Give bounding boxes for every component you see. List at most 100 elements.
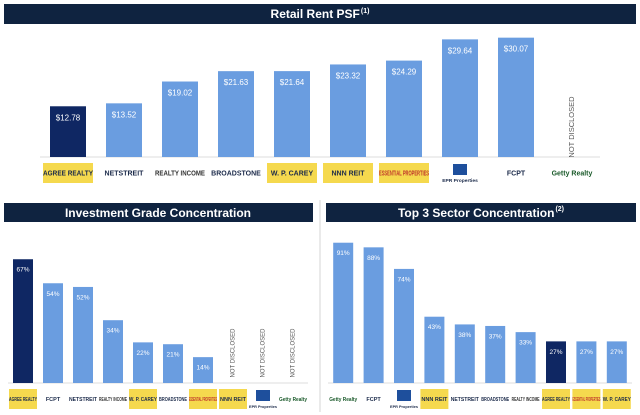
investment-grade-title: Investment Grade Concentration (64, 205, 252, 220)
epr-properties-logo: EPR Properties (249, 390, 277, 409)
data-label: $21.64 (280, 78, 305, 87)
data-label: 38% (458, 332, 471, 339)
bar (485, 325, 506, 383)
realty-income-logo-text: REALTY INCOME (512, 397, 540, 403)
bar (106, 103, 142, 157)
bar (218, 71, 254, 157)
getty-realty-logo-text: Getty Realty (279, 397, 308, 403)
realty-income-logo: REALTY INCOME (512, 397, 540, 403)
agree-realty-logo-text: AGREE REALTY (43, 170, 93, 177)
data-label: 34% (106, 328, 119, 335)
data-label: $12.78 (56, 113, 81, 122)
bar (606, 341, 627, 383)
data-label: 91% (337, 250, 350, 257)
netstreit-logo-text: NETSTREIT (451, 397, 480, 403)
getty-realty-logo: Getty Realty (552, 170, 593, 177)
not-disclosed-label: NOT DISCLOSED (291, 328, 297, 378)
realty-income-logo-text: REALTY INCOME (99, 397, 127, 403)
nnn-reit-logo: NNN REIT (420, 389, 449, 409)
agree-realty-logo-bg (9, 389, 37, 409)
agree-realty-logo: AGREE REALTY (9, 389, 37, 409)
realty-income-logo-text: REALTY INCOME (155, 170, 205, 177)
fcpt-logo-text: FCPT (46, 397, 61, 403)
nnn-reit-logo-text: NNN REIT (421, 397, 448, 403)
bar (73, 286, 93, 383)
broadstone-logo: BROADSTONE (159, 397, 187, 403)
epr-mark (397, 390, 411, 401)
essential-properties-logo-bg (572, 389, 601, 409)
wp-carey-logo-bg (602, 389, 631, 409)
chart-2: 67% AGREE REALTY 54% FCPT 52% NETSTREIT 34% REA… (8, 259, 308, 409)
agree-realty-logo-text: AGREE REALTY (9, 397, 37, 403)
broadstone-logo-text: BROADSTONE (481, 397, 509, 403)
data-label: 88% (367, 255, 380, 262)
netstreit-logo-text: NETSTREIT (69, 397, 98, 403)
data-label: 67% (16, 267, 29, 274)
retail-rent-header: Retail Rent PSF (1) (4, 4, 636, 24)
wp-carey-logo: W. P. CAREY (602, 389, 631, 409)
essential-properties-logo-bg (379, 163, 429, 183)
bar (394, 268, 414, 383)
nnn-reit-logo-bg (420, 389, 449, 409)
broadstone-logo-text: BROADSTONE (159, 397, 187, 403)
nnn-reit-logo: NNN REIT (323, 163, 373, 183)
data-label: $23.32 (336, 71, 361, 80)
bar (103, 320, 123, 383)
getty-realty-logo-text: Getty Realty (552, 170, 593, 177)
bar (363, 247, 384, 383)
nnn-reit-logo-text: NNN REIT (331, 170, 365, 177)
top3-sector-title: Top 3 Sector Concentration (397, 205, 555, 220)
getty-realty-logo-text: Getty Realty (329, 397, 358, 403)
netstreit-logo: NETSTREIT (105, 170, 145, 177)
broadstone-logo: BROADSTONE (211, 170, 261, 177)
bar (454, 324, 475, 383)
not-disclosed-label: NOT DISCLOSED (567, 96, 576, 158)
fcpt-logo: FCPT (366, 397, 381, 403)
broadstone-logo: BROADSTONE (481, 397, 509, 403)
bar (546, 341, 566, 383)
data-label: 43% (428, 324, 441, 331)
data-label: $21.63 (224, 78, 249, 87)
top3-sector-footnote: (2) (555, 206, 565, 213)
essential-properties-logo-text: ESSENTIAL PROPERTIES (379, 170, 429, 177)
agree-realty-logo: AGREE REALTY (542, 389, 570, 409)
essential-properties-logo-text: ESSENTIAL PROPERTIES (189, 397, 217, 403)
top3-sector-header: Top 3 Sector Concentration (2) (326, 203, 636, 222)
data-label: $24.29 (392, 68, 417, 77)
data-label: $19.02 (168, 89, 193, 98)
bar (162, 81, 198, 157)
agree-realty-logo-text: AGREE REALTY (542, 397, 570, 403)
bar (576, 341, 597, 383)
wp-carey-logo: W. P. CAREY (129, 389, 157, 409)
bar (43, 283, 63, 383)
data-label: 52% (76, 294, 89, 301)
epr-properties-logo-text: EPR Properties (390, 405, 418, 409)
not-disclosed-label: NOT DISCLOSED (261, 328, 267, 378)
bar (274, 71, 310, 157)
nnn-reit-logo-bg (219, 389, 247, 409)
fcpt-logo-text: FCPT (507, 170, 526, 177)
realty-income-logo: REALTY INCOME (99, 397, 127, 403)
bar (50, 106, 86, 157)
nnn-reit-logo-text: NNN REIT (220, 397, 247, 403)
bar (133, 342, 153, 383)
data-label: $29.64 (448, 46, 473, 55)
broadstone-logo-text: BROADSTONE (211, 170, 261, 177)
bar (13, 259, 33, 383)
retail-rent-title: Retail Rent PSF (270, 7, 360, 21)
essential-properties-logo-bg (189, 389, 217, 409)
data-label: 37% (489, 333, 502, 340)
wp-carey-logo-text: W. P. CAREY (271, 170, 314, 177)
wp-carey-logo-text: W. P. CAREY (603, 397, 631, 403)
essential-properties-logo: ESSENTIAL PROPERTIES (189, 389, 217, 409)
data-label: $13.52 (112, 110, 137, 119)
wp-carey-logo: W. P. CAREY (267, 163, 317, 183)
fcpt-logo: FCPT (507, 170, 526, 177)
netstreit-logo: NETSTREIT (69, 397, 98, 403)
bar (163, 344, 183, 383)
bar (193, 357, 213, 383)
fcpt-logo-text: FCPT (366, 397, 381, 403)
bar (386, 60, 422, 158)
bar (442, 39, 478, 157)
wp-carey-logo-bg (129, 389, 157, 409)
